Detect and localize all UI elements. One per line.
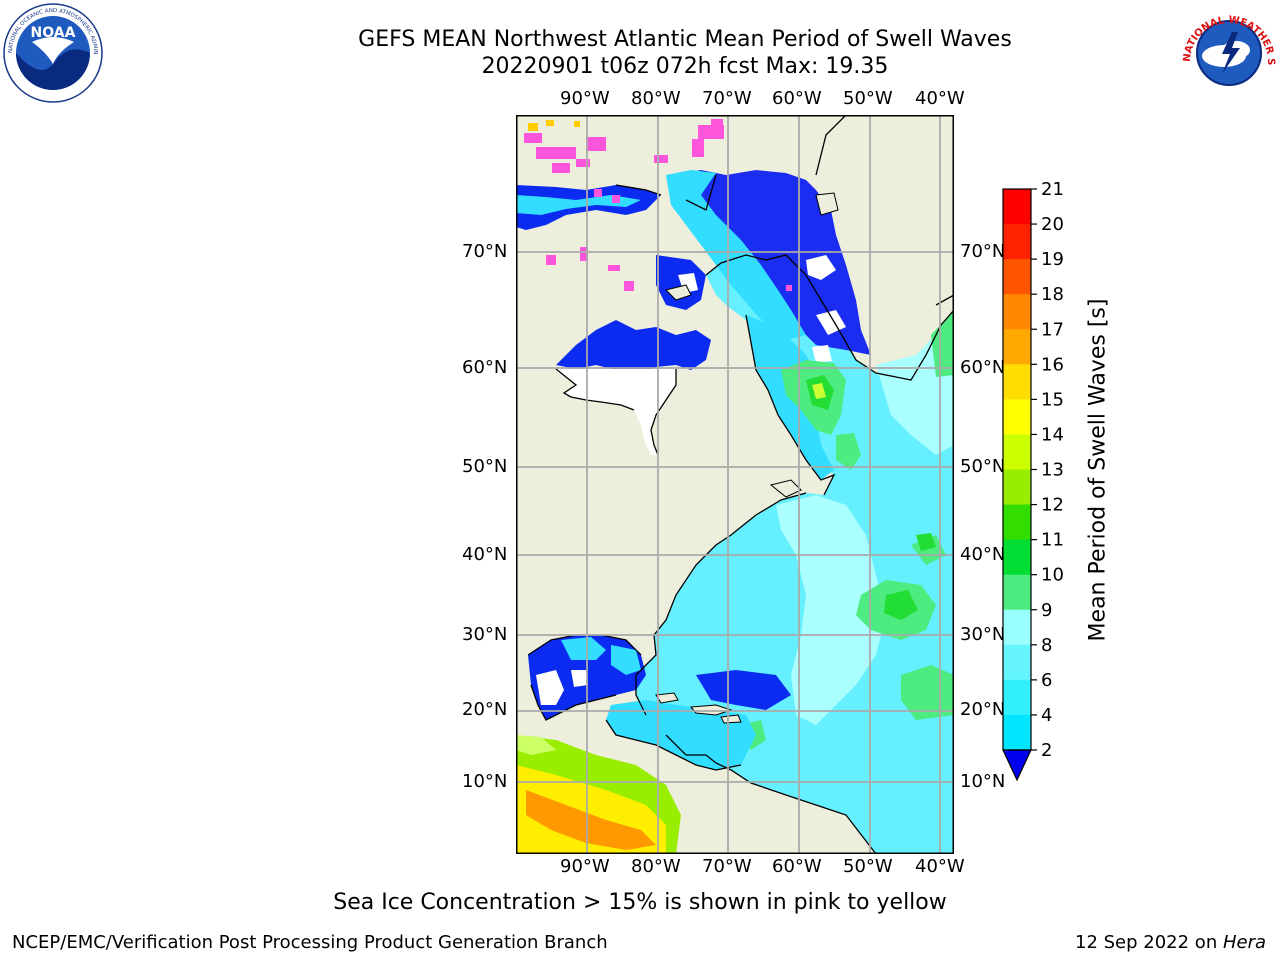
lon-label-top: 80°W <box>631 88 681 109</box>
colorbar-tick-label: 4 <box>1041 705 1052 726</box>
colorbar-tick-label: 8 <box>1041 635 1052 656</box>
lat-label-left: 50°N <box>462 456 508 477</box>
colorbar-tick-label: 18 <box>1041 284 1064 305</box>
lat-label-left: 10°N <box>462 771 508 792</box>
lon-label-top: 50°W <box>843 88 893 109</box>
ocean-baffin-edge <box>666 170 806 340</box>
map-panel <box>516 115 954 854</box>
colorbar-extend <box>1002 749 1032 782</box>
lat-label-right: 20°N <box>960 699 1006 720</box>
sea-ice-yellow <box>528 120 580 131</box>
colorbar-segment <box>1003 644 1031 681</box>
lat-label-right: 70°N <box>960 241 1006 262</box>
lon-label-top: 70°W <box>702 88 752 109</box>
sea-ice-note: Sea Ice Concentration > 15% is shown in … <box>333 890 947 915</box>
ocean-bright-green <box>806 375 936 620</box>
lon-label-top: 90°W <box>560 88 610 109</box>
lat-label-left: 60°N <box>462 357 508 378</box>
lon-label-top: 40°W <box>915 88 965 109</box>
colorbar-segment <box>1003 399 1031 435</box>
lon-label-bottom: 60°W <box>772 856 822 877</box>
lat-label-left: 20°N <box>462 699 508 720</box>
colorbar-segment <box>1003 539 1031 576</box>
footer-host: Hera <box>1222 932 1266 953</box>
colorbar-segment <box>1003 329 1031 365</box>
colorbar-tick-label: 14 <box>1041 424 1064 445</box>
colorbar-tick-label: 21 <box>1041 180 1064 200</box>
lon-label-top: 60°W <box>772 88 822 109</box>
noaa-logo: NOAA NATIONAL OCEANIC AND ATMOSPHERIC AD… <box>2 2 103 103</box>
ocean-hudson <box>556 320 711 373</box>
colorbar-segment <box>1003 609 1031 646</box>
colorbar-tick-label: 16 <box>1041 354 1064 375</box>
lat-label-left: 40°N <box>462 544 508 565</box>
lat-label-right: 10°N <box>960 771 1006 792</box>
colorbar-tick-label: 2 <box>1041 740 1052 761</box>
colorbar-tick-label: 9 <box>1041 600 1052 621</box>
lat-label-right: 40°N <box>960 544 1006 565</box>
lat-label-right: 30°N <box>960 624 1006 645</box>
noaa-logo-text: NOAA <box>31 25 76 41</box>
footer-date-text: 12 Sep 2022 on <box>1075 932 1223 953</box>
colorbar-tick-label: 19 <box>1041 249 1064 270</box>
sea-ice <box>524 119 792 291</box>
graticule <box>516 115 954 854</box>
colorbar-tick-label: 15 <box>1041 389 1064 410</box>
ocean-yellow-green <box>812 383 826 399</box>
colorbar-tick-label: 13 <box>1041 460 1064 481</box>
lat-label-left: 70°N <box>462 241 508 262</box>
coastlines <box>527 115 954 854</box>
colorbar-segment <box>1003 504 1031 541</box>
lon-label-bottom: 40°W <box>915 856 965 877</box>
ocean-atlantic <box>636 115 954 854</box>
lat-label-right: 50°N <box>960 456 1006 477</box>
lat-label-left: 30°N <box>462 624 508 645</box>
colorbar: 2 4 6 8 9 10 11 12 13 14 15 16 17 18 19 20 21 <box>1002 180 1064 782</box>
hudson-no-data <box>556 369 676 455</box>
gulf-no-data <box>536 670 588 705</box>
colorbar-tick-label: 6 <box>1041 670 1052 691</box>
map-subtitle: 20220901 t06z 072h fcst Max: 19.35 <box>481 54 889 79</box>
footer-credit: NCEP/EMC/Verification Post Processing Pr… <box>12 932 608 953</box>
ocean-bahamas-blue <box>696 670 791 710</box>
colorbar-segment <box>1003 714 1031 751</box>
colorbar-tick-label: 20 <box>1041 214 1064 235</box>
colorbar-tick-label: 11 <box>1041 530 1064 551</box>
colorbar-segment <box>1003 189 1031 225</box>
lon-label-bottom: 70°W <box>702 856 752 877</box>
colorbar-tick-label: 12 <box>1041 495 1064 516</box>
colorbar-segment <box>1003 294 1031 330</box>
colorbar-segment <box>1003 469 1031 506</box>
colorbar-segment <box>1003 434 1031 470</box>
colorbar-label: Mean Period of Swell Waves [s] <box>1085 298 1111 642</box>
land-south-america-orange <box>526 790 656 850</box>
land-south-america-lightgreen <box>516 735 556 755</box>
lon-label-bottom: 50°W <box>843 856 893 877</box>
colorbar-segment <box>1003 679 1031 716</box>
colorbar-segment <box>1003 259 1031 295</box>
colorbar-tick-label: 17 <box>1041 319 1064 340</box>
colorbar-segment <box>1003 364 1031 400</box>
colorbar-segment <box>1003 574 1031 611</box>
lon-label-bottom: 90°W <box>560 856 610 877</box>
map-frame <box>516 115 954 854</box>
colorbar-tick-label: 10 <box>1041 565 1064 586</box>
footer-date: 12 Sep 2022 on Hera <box>1075 932 1266 953</box>
ocean-caribbean <box>606 700 756 770</box>
map-title: GEFS MEAN Northwest Atlantic Mean Period… <box>358 27 1012 52</box>
nws-logo: NATIONAL WEATHER SERVICE <box>1178 2 1278 102</box>
lon-label-bottom: 80°W <box>631 856 681 877</box>
gulf-mixed <box>561 637 641 675</box>
ocean-pale-east <box>776 495 886 725</box>
islands <box>655 192 839 724</box>
ocean-baffin <box>676 170 871 355</box>
colorbar-segment <box>1003 224 1031 260</box>
ocean-arctic-channels <box>516 195 641 215</box>
ocean-arctic-islands <box>516 185 661 230</box>
lat-label-right: 60°N <box>960 357 1006 378</box>
